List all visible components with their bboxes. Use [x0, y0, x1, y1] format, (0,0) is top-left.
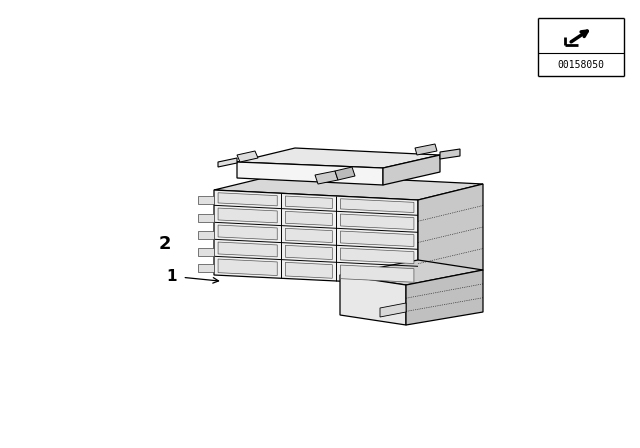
- Polygon shape: [214, 174, 483, 200]
- Polygon shape: [383, 155, 440, 185]
- Polygon shape: [237, 162, 383, 185]
- Polygon shape: [340, 231, 414, 246]
- Polygon shape: [218, 259, 277, 276]
- Polygon shape: [198, 214, 214, 222]
- Polygon shape: [340, 265, 414, 282]
- Polygon shape: [340, 214, 414, 229]
- Polygon shape: [218, 242, 277, 257]
- Polygon shape: [315, 171, 338, 184]
- Polygon shape: [380, 303, 406, 317]
- Text: 00158050: 00158050: [557, 60, 604, 69]
- Polygon shape: [285, 263, 332, 278]
- Polygon shape: [214, 190, 418, 285]
- Polygon shape: [335, 167, 355, 180]
- Polygon shape: [285, 246, 332, 259]
- Polygon shape: [218, 225, 277, 240]
- Polygon shape: [415, 144, 437, 155]
- Polygon shape: [418, 184, 483, 285]
- Polygon shape: [340, 275, 406, 325]
- Polygon shape: [406, 270, 483, 325]
- Text: 2: 2: [159, 235, 172, 253]
- Polygon shape: [218, 208, 277, 223]
- Polygon shape: [237, 151, 258, 162]
- Polygon shape: [440, 149, 460, 159]
- Polygon shape: [198, 231, 214, 239]
- Polygon shape: [340, 248, 414, 263]
- Polygon shape: [285, 211, 332, 225]
- Polygon shape: [218, 193, 277, 206]
- Polygon shape: [237, 148, 440, 168]
- Text: 1: 1: [166, 269, 177, 284]
- Polygon shape: [198, 195, 214, 203]
- Polygon shape: [285, 228, 332, 242]
- Polygon shape: [198, 263, 214, 271]
- Polygon shape: [198, 248, 214, 256]
- Polygon shape: [218, 158, 237, 167]
- Polygon shape: [340, 199, 414, 212]
- Polygon shape: [285, 196, 332, 209]
- Polygon shape: [340, 260, 483, 285]
